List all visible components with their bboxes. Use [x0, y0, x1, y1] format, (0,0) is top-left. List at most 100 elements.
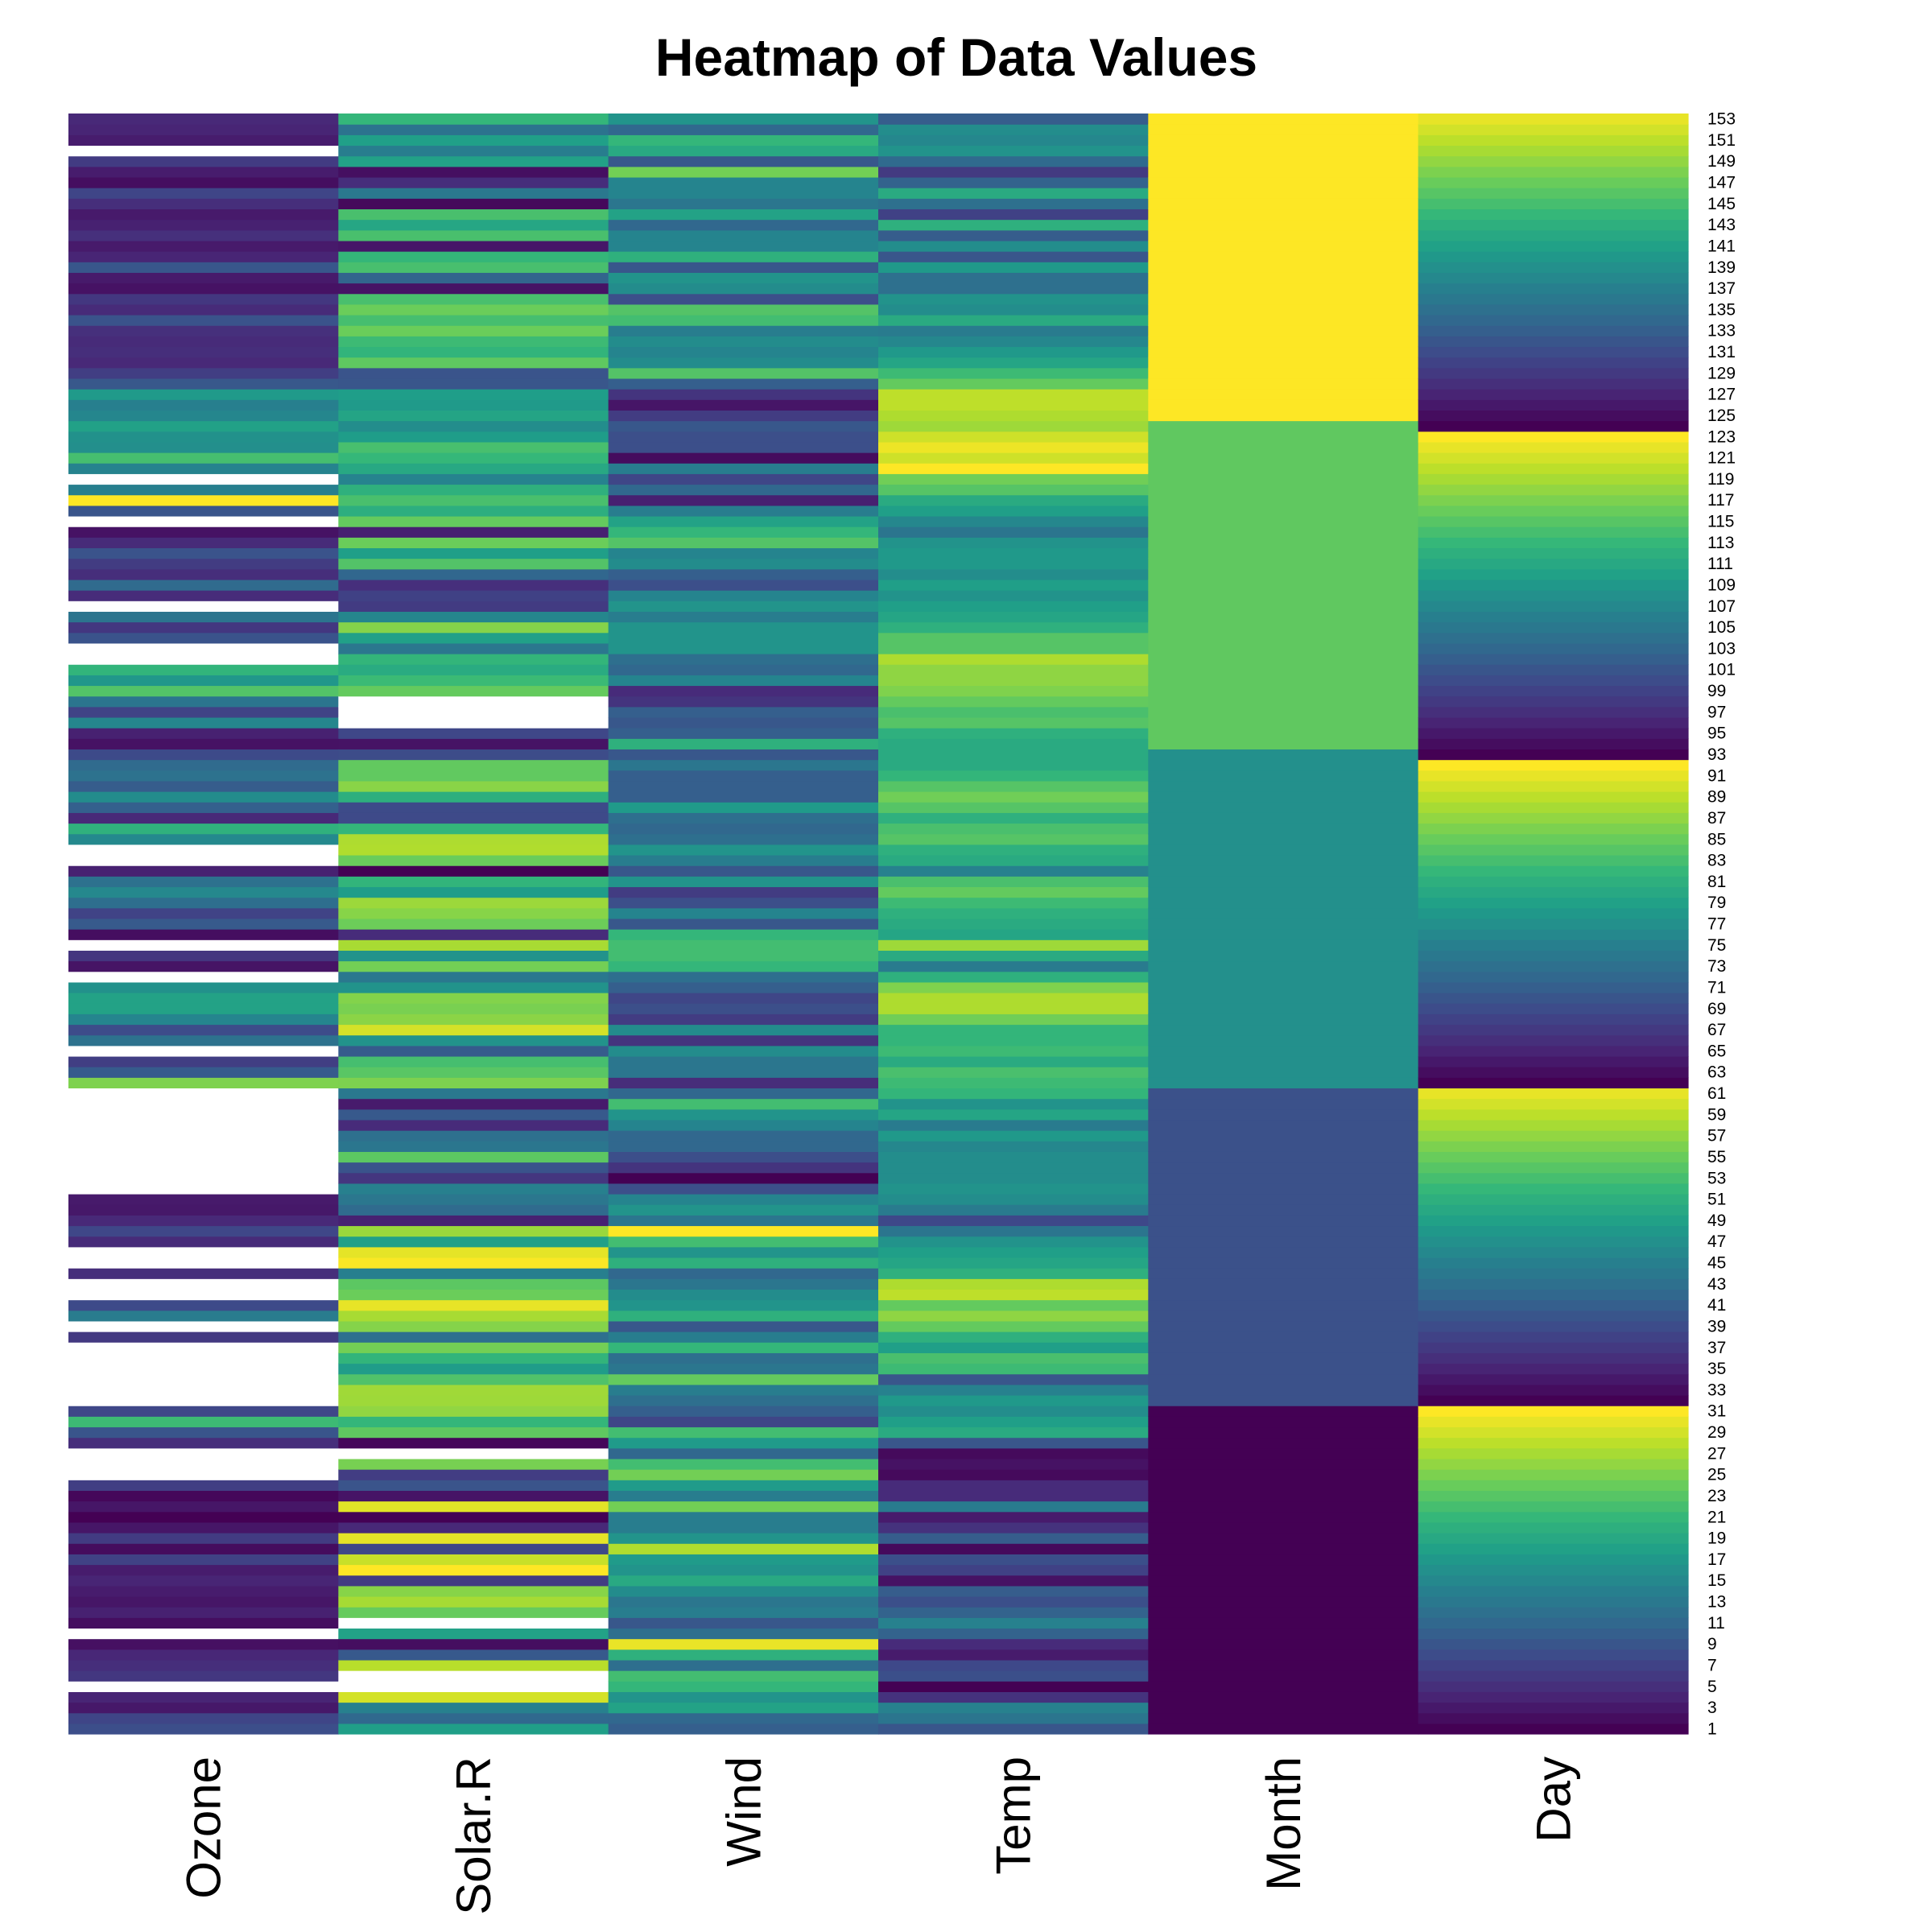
heatmap-cell [338, 579, 609, 591]
heatmap-cell [338, 198, 609, 210]
heatmap-cell [1148, 1712, 1419, 1724]
heatmap-cell [608, 283, 879, 295]
heatmap-cell [1148, 293, 1419, 305]
heatmap-cell [68, 1194, 339, 1205]
heatmap-cell [1148, 706, 1419, 718]
heatmap-cell [68, 473, 339, 485]
heatmap-cell [608, 1533, 879, 1544]
heatmap-cell [1418, 642, 1689, 654]
heatmap-cell [338, 1681, 609, 1692]
heatmap-cell [338, 463, 609, 474]
heatmap-cell [68, 124, 339, 135]
heatmap-cell [1418, 1649, 1689, 1661]
heatmap-cell [1418, 579, 1689, 591]
heatmap-cell [1148, 558, 1419, 570]
heatmap-cell [878, 367, 1149, 379]
heatmap-cell [68, 1151, 339, 1163]
heatmap-cell [1148, 1162, 1419, 1174]
heatmap-cell [68, 1278, 339, 1290]
heatmap-cell [878, 1406, 1149, 1417]
heatmap-cell [608, 1511, 879, 1523]
heatmap-cell [878, 1225, 1149, 1237]
heatmap-cell [1418, 833, 1689, 845]
heatmap-cell [1148, 770, 1419, 782]
heatmap-cell [338, 993, 609, 1004]
heatmap-cell [608, 251, 879, 262]
heatmap-cell [608, 1299, 879, 1311]
heatmap-cell [608, 1204, 879, 1216]
heatmap-cell [338, 1055, 609, 1067]
heatmap-cell [1148, 1067, 1419, 1078]
heatmap-cell [1148, 1141, 1419, 1152]
heatmap-cell [878, 632, 1149, 644]
heatmap-cell [1148, 1098, 1419, 1110]
heatmap-cell [608, 145, 879, 157]
heatmap-cell [608, 1088, 879, 1100]
heatmap-cell [1418, 706, 1689, 718]
heatmap-cell [68, 918, 339, 930]
heatmap-cell [878, 155, 1149, 167]
heatmap-cell [68, 1469, 339, 1480]
heatmap-cell [608, 728, 879, 739]
heatmap-cell [338, 696, 609, 708]
heatmap-cell [1148, 389, 1419, 400]
heatmap-cell [608, 1712, 879, 1724]
heatmap-cell [1148, 1406, 1419, 1417]
heatmap-cell [68, 1215, 339, 1227]
heatmap-cell [1148, 738, 1419, 750]
heatmap-cell [338, 1617, 609, 1629]
heatmap-cell [1418, 1533, 1689, 1544]
heatmap-cell [1418, 1373, 1689, 1385]
heatmap-cell [1148, 907, 1419, 919]
heatmap-cell [1418, 1702, 1689, 1714]
heatmap-cell [338, 219, 609, 231]
heatmap-cell [68, 441, 339, 453]
heatmap-cell [608, 568, 879, 580]
heatmap-cell [608, 632, 879, 644]
heatmap-cell [878, 1670, 1149, 1682]
heatmap-cell [878, 780, 1149, 792]
heatmap-cell [1418, 791, 1689, 803]
row-label: 17 [1707, 1550, 1726, 1569]
heatmap-cell [608, 367, 879, 379]
heatmap-cell [1418, 1394, 1689, 1406]
heatmap-cell [1148, 632, 1419, 644]
heatmap-cell [878, 208, 1149, 221]
heatmap-cell [338, 1533, 609, 1544]
column-label: Wind [716, 1757, 770, 1867]
row-label: 61 [1707, 1084, 1726, 1103]
heatmap-cell [608, 229, 879, 242]
heatmap-cell [68, 399, 339, 411]
heatmap-cell [338, 526, 609, 538]
column-label: Ozone [177, 1757, 231, 1899]
heatmap-cell [878, 929, 1149, 940]
row-label: 103 [1707, 639, 1736, 658]
heatmap-cell [1418, 1299, 1689, 1311]
heatmap-cell [68, 420, 339, 432]
heatmap-cell [338, 1246, 609, 1258]
heatmap-cell [1148, 145, 1419, 157]
heatmap-cell [1418, 929, 1689, 940]
heatmap-cell [1148, 399, 1419, 411]
heatmap-cell [1418, 1342, 1689, 1353]
heatmap-cell [608, 1194, 879, 1205]
row-label: 27 [1707, 1444, 1726, 1463]
heatmap-cell [608, 759, 879, 771]
heatmap-cell [608, 1055, 879, 1067]
heatmap-cell [1148, 473, 1419, 485]
heatmap-cell [338, 1554, 609, 1566]
heatmap-cell [608, 399, 879, 411]
heatmap-cell [1418, 357, 1689, 369]
heatmap-cell [1418, 176, 1689, 188]
heatmap-cell [338, 1521, 609, 1534]
heatmap-cell [1418, 1204, 1689, 1216]
heatmap-cell [878, 293, 1149, 305]
heatmap-cell [608, 1501, 879, 1513]
row-label: 5 [1707, 1678, 1717, 1696]
heatmap-cell [878, 1607, 1149, 1618]
heatmap-cell [68, 993, 339, 1004]
heatmap-cell [1418, 240, 1689, 252]
heatmap-cell [1148, 929, 1419, 940]
heatmap-cell [338, 601, 609, 612]
heatmap-cell [68, 950, 339, 962]
